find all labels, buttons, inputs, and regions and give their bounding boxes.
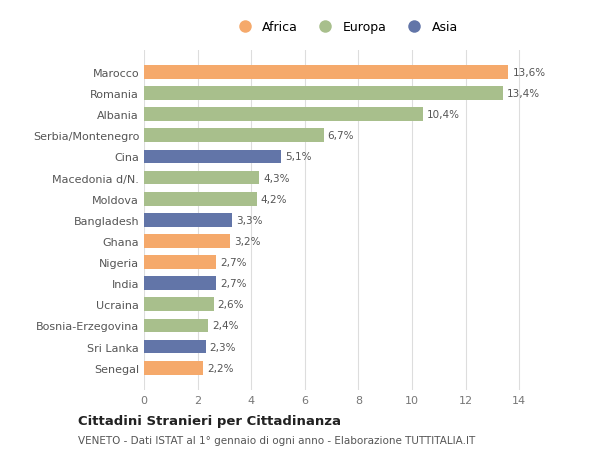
Bar <box>144 129 323 143</box>
Text: VENETO - Dati ISTAT al 1° gennaio di ogni anno - Elaborazione TUTTITALIA.IT: VENETO - Dati ISTAT al 1° gennaio di ogn… <box>78 435 475 445</box>
Text: 6,7%: 6,7% <box>328 131 354 141</box>
Bar <box>144 256 217 269</box>
Bar <box>144 150 281 164</box>
Bar <box>144 87 503 101</box>
Text: 2,4%: 2,4% <box>212 321 239 330</box>
Text: 3,3%: 3,3% <box>236 215 263 225</box>
Bar <box>144 298 214 312</box>
Bar <box>144 192 257 206</box>
Text: 2,7%: 2,7% <box>220 279 247 289</box>
Bar <box>144 108 423 122</box>
Legend: Africa, Europa, Asia: Africa, Europa, Asia <box>227 16 463 39</box>
Text: 2,3%: 2,3% <box>209 342 236 352</box>
Text: Cittadini Stranieri per Cittadinanza: Cittadini Stranieri per Cittadinanza <box>78 414 341 428</box>
Text: 3,2%: 3,2% <box>234 236 260 246</box>
Bar <box>144 171 259 185</box>
Bar <box>144 319 208 333</box>
Bar <box>144 277 217 291</box>
Bar <box>144 340 206 353</box>
Text: 10,4%: 10,4% <box>427 110 460 120</box>
Text: 13,4%: 13,4% <box>507 89 540 99</box>
Bar <box>144 66 508 79</box>
Text: 4,3%: 4,3% <box>263 173 290 183</box>
Bar <box>144 235 230 248</box>
Text: 2,7%: 2,7% <box>220 257 247 268</box>
Text: 2,6%: 2,6% <box>218 300 244 310</box>
Bar <box>144 361 203 375</box>
Text: 2,2%: 2,2% <box>207 363 233 373</box>
Text: 5,1%: 5,1% <box>285 152 311 162</box>
Text: 13,6%: 13,6% <box>512 68 545 78</box>
Text: 4,2%: 4,2% <box>260 194 287 204</box>
Bar <box>144 213 232 227</box>
